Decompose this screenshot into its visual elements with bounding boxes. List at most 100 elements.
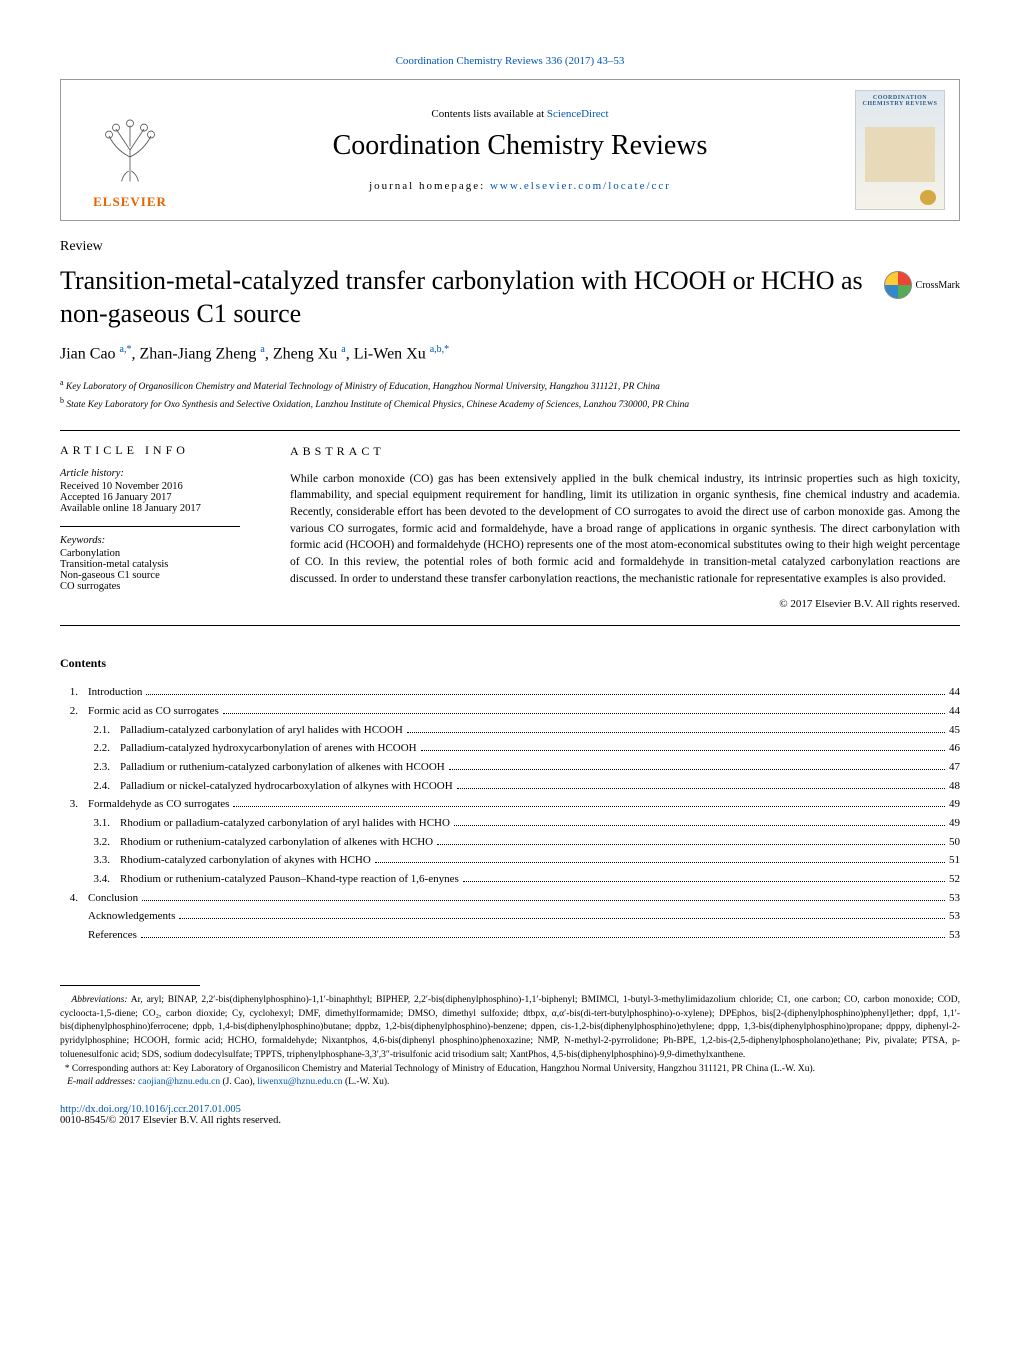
toc-dots bbox=[454, 825, 945, 826]
toc-title: Palladium-catalyzed carbonylation of ary… bbox=[120, 721, 403, 740]
toc-dots bbox=[407, 732, 945, 733]
crossmark-icon bbox=[884, 271, 912, 299]
contents-prefix: Contents lists available at bbox=[431, 108, 546, 120]
toc-dots bbox=[141, 937, 945, 938]
toc-page: 44 bbox=[949, 683, 960, 702]
toc-row: 2.4.Palladium or nickel-catalyzed hydroc… bbox=[60, 777, 960, 796]
toc-subnum: 2.4. bbox=[88, 777, 120, 796]
contents-available-line: Contents lists available at ScienceDirec… bbox=[205, 108, 835, 120]
keyword-item: CO surrogates bbox=[60, 581, 260, 592]
online-date: Available online 18 January 2017 bbox=[60, 503, 260, 514]
toc-num: 3. bbox=[60, 795, 88, 814]
toc-page: 53 bbox=[949, 889, 960, 908]
toc-num: 2. bbox=[60, 702, 88, 721]
toc-title: Rhodium or ruthenium-catalyzed carbonyla… bbox=[120, 833, 433, 852]
keyword-item: Carbonylation bbox=[60, 548, 260, 559]
email-link[interactable]: caojian@hznu.edu.cn bbox=[138, 1077, 220, 1087]
toc-page: 53 bbox=[949, 926, 960, 945]
article-info-column: article info Article history: Received 1… bbox=[60, 443, 260, 613]
cover-thumb-image bbox=[865, 127, 935, 182]
toc-num: 4. bbox=[60, 889, 88, 908]
toc-title: Rhodium or ruthenium-catalyzed Pauson–Kh… bbox=[120, 870, 459, 889]
toc-row: 3.3.Rhodium-catalyzed carbonylation of a… bbox=[60, 851, 960, 870]
elsevier-logo: ELSEVIER bbox=[75, 90, 185, 210]
toc-page: 49 bbox=[949, 814, 960, 833]
corresponding-footnote: * Corresponding authors at: Key Laborato… bbox=[60, 1063, 960, 1077]
email-link[interactable]: liwenxu@hznu.edu.cn bbox=[257, 1077, 342, 1087]
toc-dots bbox=[421, 750, 945, 751]
toc-row: 4.Conclusion53 bbox=[60, 889, 960, 908]
toc-dots bbox=[233, 806, 945, 807]
article-info-heading: article info bbox=[60, 443, 260, 458]
toc-page: 47 bbox=[949, 758, 960, 777]
top-citation: Coordination Chemistry Reviews 336 (2017… bbox=[60, 55, 960, 67]
toc-title: Formaldehyde as CO surrogates bbox=[88, 795, 229, 814]
toc-dots bbox=[437, 844, 945, 845]
toc-title: References bbox=[88, 926, 137, 945]
elsevier-logo-text: ELSEVIER bbox=[93, 194, 167, 210]
abbrev-label: Abbreviations: bbox=[71, 995, 127, 1005]
corr-text: Corresponding authors at: Key Laboratory… bbox=[70, 1064, 816, 1074]
toc-title: Acknowledgements bbox=[88, 907, 175, 926]
masthead: ELSEVIER Contents lists available at Sci… bbox=[60, 79, 960, 221]
journal-title: Coordination Chemistry Reviews bbox=[205, 130, 835, 162]
toc-page: 44 bbox=[949, 702, 960, 721]
toc-page: 45 bbox=[949, 721, 960, 740]
crossmark-label: CrossMark bbox=[916, 280, 960, 291]
toc-row: References 53 bbox=[60, 926, 960, 945]
toc-subnum: 2.3. bbox=[88, 758, 120, 777]
toc-dots bbox=[142, 900, 945, 901]
doi-block: http://dx.doi.org/10.1016/j.ccr.2017.01.… bbox=[60, 1104, 960, 1126]
top-citation-link[interactable]: Coordination Chemistry Reviews 336 (2017… bbox=[396, 55, 625, 67]
toc-title: Introduction bbox=[88, 683, 142, 702]
toc-title: Formic acid as CO surrogates bbox=[88, 702, 219, 721]
abstract-text: While carbon monoxide (CO) gas has been … bbox=[290, 471, 960, 588]
abbrev-text: Ar, aryl; BINAP, 2,2′-bis(diphenylphosph… bbox=[60, 995, 960, 1060]
abstract-heading: abstract bbox=[290, 443, 960, 460]
toc-row: 3.4.Rhodium or ruthenium-catalyzed Pauso… bbox=[60, 870, 960, 889]
keyword-item: Non-gaseous C1 source bbox=[60, 570, 260, 581]
toc-row: Acknowledgements 53 bbox=[60, 907, 960, 926]
toc-title: Rhodium-catalyzed carbonylation of akyne… bbox=[120, 851, 371, 870]
toc-title: Palladium or ruthenium-catalyzed carbony… bbox=[120, 758, 445, 777]
toc-row: 3.2.Rhodium or ruthenium-catalyzed carbo… bbox=[60, 833, 960, 852]
toc-dots bbox=[375, 862, 945, 863]
toc-subnum: 3.1. bbox=[88, 814, 120, 833]
received-date: Received 10 November 2016 bbox=[60, 481, 260, 492]
separator bbox=[60, 625, 960, 626]
toc-title: Palladium-catalyzed hydroxycarbonylation… bbox=[120, 739, 417, 758]
journal-cover-thumbnail: COORDINATION CHEMISTRY REVIEWS bbox=[855, 90, 945, 210]
homepage-link[interactable]: www.elsevier.com/locate/ccr bbox=[490, 180, 671, 192]
contents-heading: Contents bbox=[60, 656, 960, 671]
toc-dots bbox=[457, 788, 945, 789]
accepted-date: Accepted 16 January 2017 bbox=[60, 492, 260, 503]
toc-subnum: 2.2. bbox=[88, 739, 120, 758]
toc-row: 2.3.Palladium or ruthenium-catalyzed car… bbox=[60, 758, 960, 777]
email-name: (L.-W. Xu). bbox=[343, 1077, 390, 1087]
toc-row: 1.Introduction 44 bbox=[60, 683, 960, 702]
toc-subnum: 3.3. bbox=[88, 851, 120, 870]
affiliations: a Key Laboratory of Organosilicon Chemis… bbox=[60, 377, 960, 412]
sciencedirect-link[interactable]: ScienceDirect bbox=[547, 108, 609, 120]
toc-spacer bbox=[60, 907, 88, 926]
email-footnote: E-mail addresses: caojian@hznu.edu.cn (J… bbox=[60, 1076, 960, 1090]
toc-subnum: 2.1. bbox=[88, 721, 120, 740]
toc-page: 49 bbox=[949, 795, 960, 814]
toc-subnum: 3.2. bbox=[88, 833, 120, 852]
toc-title: Palladium or nickel-catalyzed hydrocarbo… bbox=[120, 777, 453, 796]
doi-link[interactable]: http://dx.doi.org/10.1016/j.ccr.2017.01.… bbox=[60, 1104, 241, 1115]
cover-thumb-title: COORDINATION CHEMISTRY REVIEWS bbox=[860, 95, 940, 107]
toc-dots bbox=[179, 918, 945, 919]
toc-dots bbox=[463, 881, 945, 882]
toc-num: 1. bbox=[60, 683, 88, 702]
toc-page: 53 bbox=[949, 907, 960, 926]
authors: Jian Cao a,*, Zhan-Jiang Zheng a, Zheng … bbox=[60, 344, 960, 363]
info-divider bbox=[60, 526, 240, 527]
toc-page: 51 bbox=[949, 851, 960, 870]
footnotes: Abbreviations: Ar, aryl; BINAP, 2,2′-bis… bbox=[60, 994, 960, 1090]
crossmark-button[interactable]: CrossMark bbox=[884, 271, 960, 299]
keyword-item: Transition-metal catalysis bbox=[60, 559, 260, 570]
toc-page: 46 bbox=[949, 739, 960, 758]
table-of-contents: 1.Introduction 44 2.Formic acid as CO surr… bbox=[60, 683, 960, 945]
masthead-center: Contents lists available at ScienceDirec… bbox=[205, 108, 835, 192]
